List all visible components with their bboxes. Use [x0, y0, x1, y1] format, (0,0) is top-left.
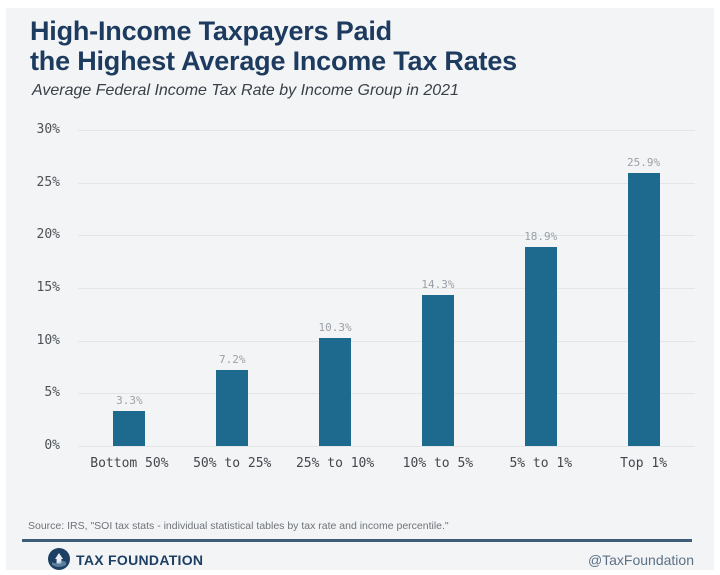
x-axis-tick-label: Bottom 50%	[90, 456, 169, 471]
gridline-5%	[78, 393, 695, 395]
x-axis-tick-label: 5% to 1%	[509, 456, 573, 471]
y-axis-tick-label: 20%	[36, 227, 60, 243]
bar-5% to 1%	[524, 246, 557, 446]
gridline-20%	[78, 235, 695, 237]
gridline-10%	[78, 340, 695, 342]
y-axis-tick-label: 10%	[36, 332, 60, 348]
y-axis-tick-label: 30%	[36, 122, 60, 137]
gridline-30%	[78, 130, 695, 131]
x-axis-tick-label: 10% to 5%	[402, 456, 474, 471]
source-note: Source: IRS, "SOI tax stats - individual…	[28, 520, 449, 532]
chart-card: High-Income Taxpayers Paid the Highest A…	[6, 8, 714, 570]
bar-value-label: 14.3%	[421, 278, 455, 292]
bar-chart: 0% 5% 10% 15% 20% 25% 30% 3.3% Bottom 50% 7.2% 50%…	[6, 8, 714, 570]
brand-name: TAX FOUNDATION	[76, 552, 204, 568]
twitter-handle: @TaxFoundation	[587, 552, 694, 568]
gridline-0%	[78, 446, 695, 447]
bar-value-label: 18.9%	[524, 229, 558, 243]
bar-50% to 25%	[216, 370, 249, 446]
x-axis-tick-label: Top 1%	[620, 456, 668, 471]
bar-value-label: 25.9%	[627, 156, 661, 170]
bar-10% to 5%	[421, 295, 454, 446]
y-axis-tick-label: 5%	[44, 385, 60, 401]
bar-25% to 10%	[319, 337, 352, 446]
tax-foundation-logo-icon	[48, 548, 70, 570]
chart-subtitle: Average Federal Income Tax Rate by Incom…	[32, 82, 459, 99]
footer-divider	[22, 539, 692, 542]
x-axis-tick-label: 25% to 10%	[295, 456, 375, 471]
bar-value-label: 3.3%	[116, 394, 143, 408]
x-axis-tick-label: 50% to 25%	[193, 456, 272, 471]
page-title: High-Income Taxpayers Paid the Highest A…	[30, 16, 517, 76]
y-axis-tick-label: 15%	[36, 280, 60, 295]
bar-value-label: 10.3%	[318, 320, 352, 334]
title-line-1: High-Income Taxpayers Paid	[30, 16, 392, 46]
y-axis-tick-label: 25%	[36, 174, 60, 190]
bar-Top 1%	[627, 173, 660, 446]
bar-value-label: 7.2%	[219, 353, 246, 367]
gridline-25%	[78, 182, 695, 184]
gridline-15%	[78, 288, 695, 289]
y-axis-tick-label: 0%	[44, 438, 60, 453]
title-line-2: the Highest Average Income Tax Rates	[30, 46, 517, 76]
bar-Bottom 50%	[113, 411, 146, 446]
